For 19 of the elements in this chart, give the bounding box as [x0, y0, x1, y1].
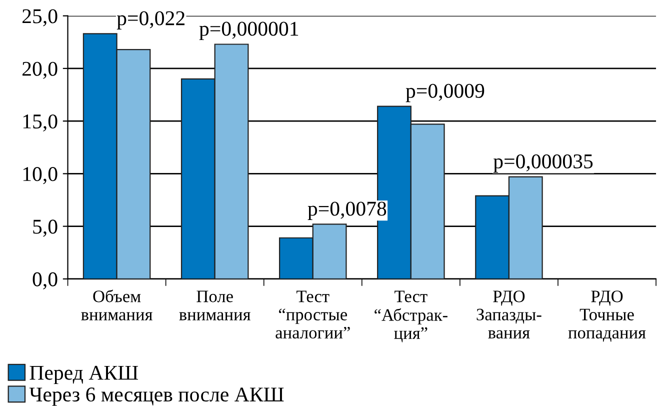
x-tick-label: Тест “простые аналогии”: [276, 290, 350, 339]
annotation: p=0,0078: [308, 202, 386, 220]
legend-label: Через 6 месяцев после АКШ: [29, 388, 284, 406]
y-tick-label: 5,0: [33, 220, 58, 237]
x-tick-label: РДО Запазды- вания: [476, 290, 542, 339]
y-tick-label: 0,0: [32, 272, 58, 290]
y-tick-label: 20,0: [22, 62, 58, 79]
x-tick-label: Поле внимания: [179, 290, 250, 320]
annotation: p=0,000001: [199, 22, 298, 40]
x-tick-label: Объем внимания: [81, 290, 152, 320]
y-tick-label: 15,0: [23, 114, 58, 132]
x-tick-label: Тест “Абстрак- ция”: [374, 290, 448, 342]
legend-label: Перед АКШ: [30, 366, 138, 384]
x-tick-label: РДО Точные попадания: [568, 290, 646, 342]
annotation: p=0,022: [116, 11, 184, 30]
y-tick-label: 10,0: [23, 167, 58, 184]
y-tick-label: 25,0: [22, 9, 58, 26]
annotation: p=0,000035: [493, 154, 593, 173]
annotation: p=0,0009: [406, 84, 484, 102]
